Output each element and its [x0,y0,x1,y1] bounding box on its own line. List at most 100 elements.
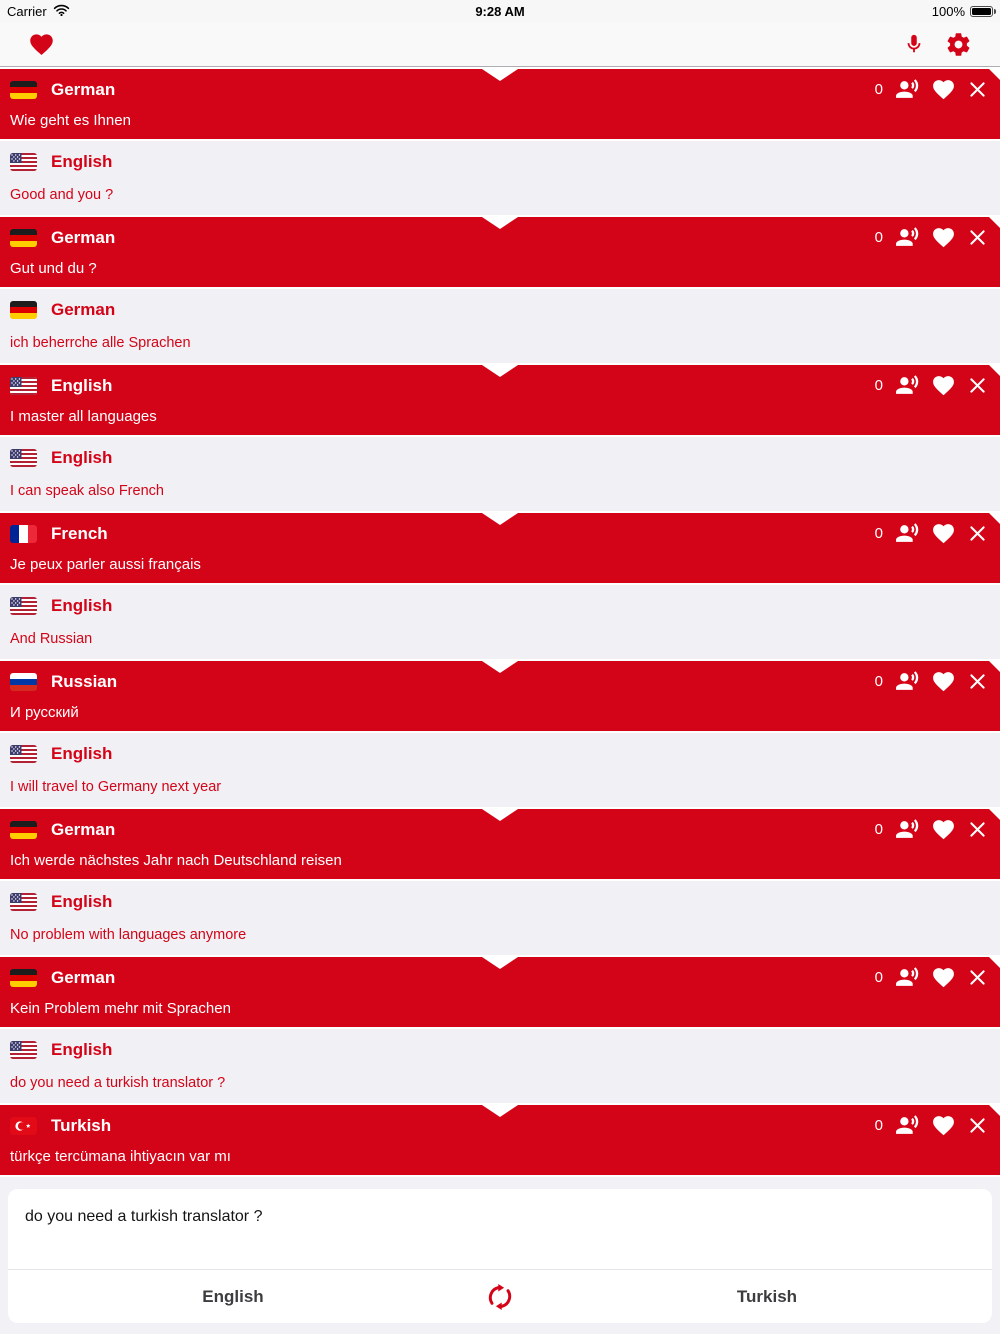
translated-text: Gut und du ? [10,260,97,277]
language-label: German [51,227,116,247]
close-icon[interactable] [967,227,988,248]
row-controls: 0 [875,669,990,694]
source-text: do you need a turkish translator ? [10,1075,226,1091]
translation-row[interactable]: Turkish 0 [0,1105,1000,1175]
source-row[interactable]: German ich beherrche alle Sprachen [0,289,1000,363]
translation-row[interactable]: Russian 0 [0,661,1000,731]
close-icon[interactable] [967,523,988,544]
speak-icon[interactable] [895,669,920,694]
source-row[interactable]: English I can speak also French [0,437,1000,511]
source-language-button[interactable]: English [8,1287,458,1307]
language-label: French [51,523,108,543]
flag-germany-icon [10,229,37,247]
source-row[interactable]: English I will travel to Germany next ye… [0,733,1000,807]
translated-text: Je peux parler aussi français [10,556,201,573]
row-controls: 0 [875,965,990,990]
play-count: 0 [874,821,883,838]
bubble-tail-icon [482,661,518,673]
play-count: 0 [874,673,883,690]
translated-text: I master all languages [10,408,157,425]
translation-row[interactable]: German 0 [0,217,1000,287]
battery-percent: 100% [931,3,965,19]
language-bar: English Turkish [8,1270,992,1323]
language-label: English [51,596,113,615]
play-count: 0 [874,81,883,98]
translation-row[interactable]: French 0 [0,513,1000,583]
close-icon[interactable] [967,375,988,396]
bubble-tail-icon [482,809,518,821]
favorite-heart-icon[interactable] [931,670,956,693]
translated-text: И русский [10,704,79,721]
flag-usa-icon [10,597,37,615]
speak-icon[interactable] [895,965,920,990]
flag-germany-icon [10,821,37,839]
source-row[interactable]: English And Russian [0,585,1000,659]
favorite-heart-icon[interactable] [931,374,956,397]
swap-languages-icon[interactable] [458,1281,542,1313]
language-label: English [51,1040,113,1059]
translation-row[interactable]: German 0 [0,69,1000,139]
source-text: I can speak also French [10,483,164,499]
source-text: I will travel to Germany next year [10,779,222,795]
translation-input[interactable]: do you need a turkish translator ? [8,1189,992,1269]
speak-icon[interactable] [895,521,920,546]
carrier-label: Carrier [7,3,47,19]
microphone-icon[interactable] [903,31,925,57]
translation-row[interactable]: German 0 [0,809,1000,879]
favorite-heart-icon[interactable] [931,522,956,545]
play-count: 0 [874,525,883,542]
close-icon[interactable] [967,79,988,100]
source-row[interactable]: English do you need a turkish translator… [0,1029,1000,1103]
flag-usa-icon [10,377,37,395]
favorite-heart-icon[interactable] [931,226,956,249]
bubble-tail-icon [482,217,518,229]
row-controls: 0 [875,521,990,546]
close-icon[interactable] [967,819,988,840]
source-row[interactable]: English No problem with languages anymor… [0,881,1000,955]
language-label: Turkish [51,1115,112,1135]
translated-text: Ich werde nächstes Jahr nach Deutschland… [10,852,342,869]
language-label: German [51,967,116,987]
close-icon[interactable] [967,1115,988,1136]
play-count: 0 [874,969,883,986]
translation-row[interactable]: German 0 [0,957,1000,1027]
target-language-button[interactable]: Turkish [542,1287,992,1307]
flag-turkey-icon [10,1117,37,1135]
favorite-heart-icon[interactable] [931,966,956,989]
favorite-heart-icon[interactable] [931,1114,956,1137]
speak-icon[interactable] [895,817,920,842]
translated-text: Wie geht es Ihnen [10,112,131,129]
speak-icon[interactable] [895,373,920,398]
message-list: German 0 [0,67,1000,1177]
flag-russia-icon [10,673,37,691]
favorite-heart-icon[interactable] [931,78,956,101]
speak-icon[interactable] [895,77,920,102]
favorite-heart-icon[interactable] [931,818,956,841]
translated-text: Kein Problem mehr mit Sprachen [10,1000,231,1017]
source-text: No problem with languages anymore [10,927,247,943]
bubble-tail-icon [482,1105,518,1117]
flag-usa-icon [10,449,37,467]
speak-icon[interactable] [895,1113,920,1138]
language-label: English [51,744,113,763]
flag-usa-icon [10,153,37,171]
favorites-heart-icon[interactable] [28,32,55,57]
speak-icon[interactable] [895,225,920,250]
close-icon[interactable] [967,967,988,988]
source-text: And Russian [10,631,93,647]
flag-usa-icon [10,893,37,911]
source-row[interactable]: English Good and you ? [0,141,1000,215]
translation-row[interactable]: English 0 [0,365,1000,435]
row-controls: 0 [875,77,990,102]
wifi-icon [53,4,70,19]
language-label: German [51,79,116,99]
language-label: English [51,892,113,911]
close-icon[interactable] [967,671,988,692]
flag-germany-icon [10,81,37,99]
language-label: Russian [51,671,118,691]
composer-area: do you need a turkish translator ? Engli… [0,1177,1000,1334]
settings-gear-icon[interactable] [945,31,972,58]
clock: 9:28 AM [475,3,525,19]
translated-text: türkçe tercümana ihtiyacın var mı [10,1148,231,1165]
